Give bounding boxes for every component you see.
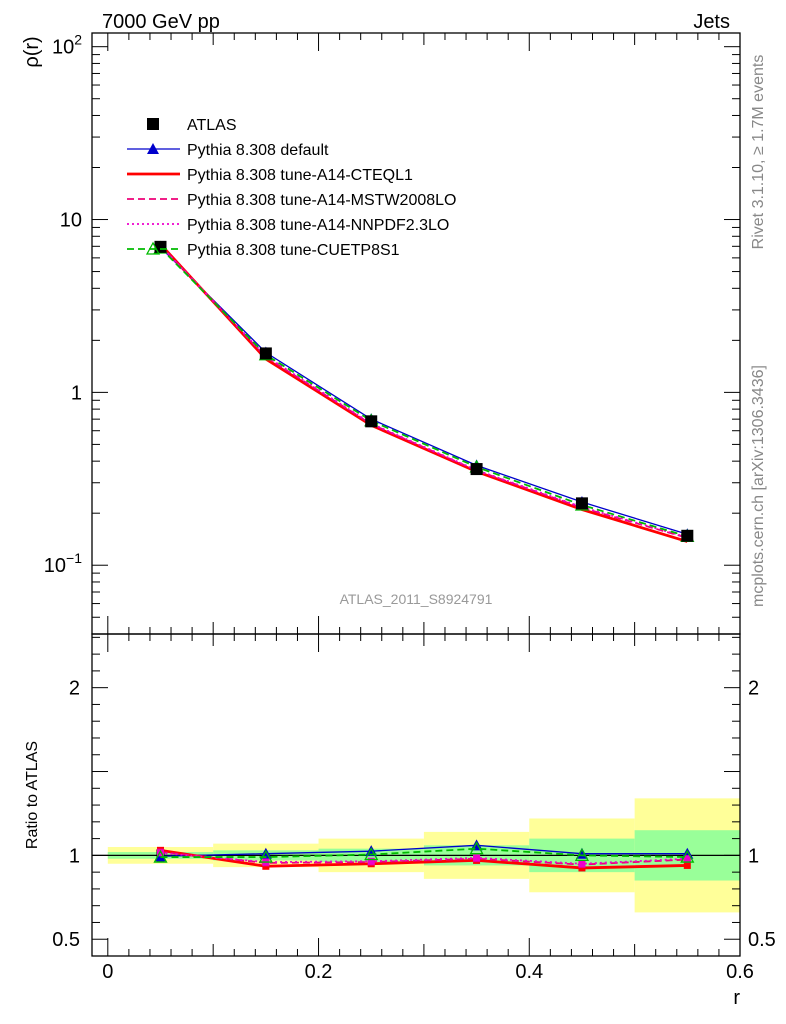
ratio-y-tick-label-left: 0.5	[52, 929, 80, 951]
legend-item: Pythia 8.308 tune-A14-CTEQL1	[127, 167, 413, 184]
main-y-tick-label: 1	[71, 382, 82, 404]
legend-marker	[147, 143, 159, 154]
ratio-data-point	[473, 854, 481, 862]
legend: ATLAS Pythia 8.308 default Pythia 8.308 tu…	[127, 117, 456, 259]
data-point	[154, 240, 167, 253]
analysis-id-label: ATLAS_2011_S8924791	[340, 591, 493, 607]
ratio-data-point	[153, 849, 168, 863]
legend-label: Pythia 8.308 tune-A14-NNPDF2.3LO	[187, 217, 449, 234]
ratio-data-point	[574, 848, 590, 862]
main-y-tick-label: 10	[60, 210, 82, 232]
x-tick-label: 0.6	[726, 961, 754, 983]
ratio-y-tick-labels: 0.5 0.5 1 1 2 2	[52, 678, 776, 952]
ratio-data-point	[578, 860, 586, 868]
x-tick-label: 0.2	[305, 961, 333, 983]
data-point	[259, 347, 272, 360]
legend-item: ATLAS	[147, 117, 237, 134]
main-y-tick-label: 102	[52, 32, 82, 59]
source-label: mcplots.cern.ch [arXiv:1306.3436]	[750, 365, 767, 607]
ratio-data-point	[258, 849, 273, 863]
ratio-plot-frame	[91, 633, 741, 957]
main-y-tick-labels: 10−1 1 10 102	[44, 32, 82, 578]
main-series	[153, 240, 695, 543]
main-series-pythia-8-308-tune-cuetp8s1	[153, 240, 695, 542]
ratio-data-point	[156, 849, 164, 857]
data-point	[575, 497, 588, 510]
main-y-tick-label: 10−1	[44, 550, 82, 577]
main-series-pythia-8-308-tune-a14-mstw2008lo	[159, 244, 688, 539]
ratio-y-axis-title: Ratio to ATLAS	[24, 741, 41, 849]
legend-label: Pythia 8.308 tune-A14-MSTW2008LO	[187, 192, 456, 209]
process-label: Jets	[693, 11, 730, 33]
legend-item: Pythia 8.308 tune-A14-NNPDF2.3LO	[127, 217, 449, 234]
ratio-series-pythia-8-308-tune-cuetp8s1	[153, 841, 695, 863]
data-point	[470, 463, 483, 476]
ratio-data-point	[683, 861, 691, 869]
ratio-series-line	[160, 844, 688, 857]
series-line	[159, 245, 688, 539]
legend-item: Pythia 8.308 tune-CUETP8S1	[127, 241, 400, 259]
series-line	[159, 243, 688, 543]
series-line	[159, 244, 688, 539]
legend-label: Pythia 8.308 tune-A14-CTEQL1	[187, 167, 413, 184]
main-series-pythia-8-308-tune-a14-cteql1	[159, 243, 688, 543]
ratio-data-point	[683, 855, 691, 863]
ratio-series	[153, 839, 695, 872]
main-series-pythia-8-308-tune-a14-nnpdf2-3lo	[159, 245, 688, 539]
main-axis-ticks	[92, 33, 741, 635]
main-series-pythia-8-308-default	[154, 241, 694, 540]
series-line	[160, 246, 688, 535]
main-series-atlas-data	[154, 240, 694, 542]
series-line	[159, 247, 688, 538]
data-point	[681, 529, 694, 542]
x-tick-label: 0.4	[515, 961, 543, 983]
ratio-y-tick-label-right: 1	[748, 845, 759, 867]
ratio-series-line	[160, 851, 688, 866]
x-tick-labels: 0 0.2 0.4 0.6	[102, 961, 754, 983]
ratio-data-point	[367, 857, 375, 865]
ratio-data-point	[680, 849, 695, 863]
main-y-axis-title: ρ(r)	[21, 36, 43, 67]
legend-item: Pythia 8.308 tune-A14-MSTW2008LO	[127, 192, 456, 209]
legend-label: Pythia 8.308 default	[187, 142, 329, 159]
ratio-data-point	[469, 841, 484, 855]
data-point	[365, 415, 378, 428]
x-axis-title: r	[733, 987, 740, 1009]
legend-label: ATLAS	[187, 117, 237, 134]
ratio-y-tick-label-right: 0.5	[748, 929, 776, 951]
rivet-version-label: Rivet 3.1.10, ≥ 1.7M events	[750, 55, 767, 250]
ratio-y-tick-label-left: 1	[69, 845, 80, 867]
ratio-series-line	[160, 848, 688, 870]
ratio-data-point	[364, 847, 379, 861]
ratio-y-tick-label-left: 2	[69, 678, 80, 700]
energy-label: 7000 GeV pp	[102, 11, 220, 33]
legend-marker	[145, 241, 161, 255]
legend-label: Pythia 8.308 tune-CUETP8S1	[187, 242, 400, 259]
ratio-y-tick-label-right: 2	[748, 678, 759, 700]
x-tick-label: 0	[102, 961, 113, 983]
ratio-axis-ticks	[92, 634, 741, 957]
legend-marker	[147, 118, 159, 130]
legend-item: Pythia 8.308 default	[127, 142, 329, 159]
